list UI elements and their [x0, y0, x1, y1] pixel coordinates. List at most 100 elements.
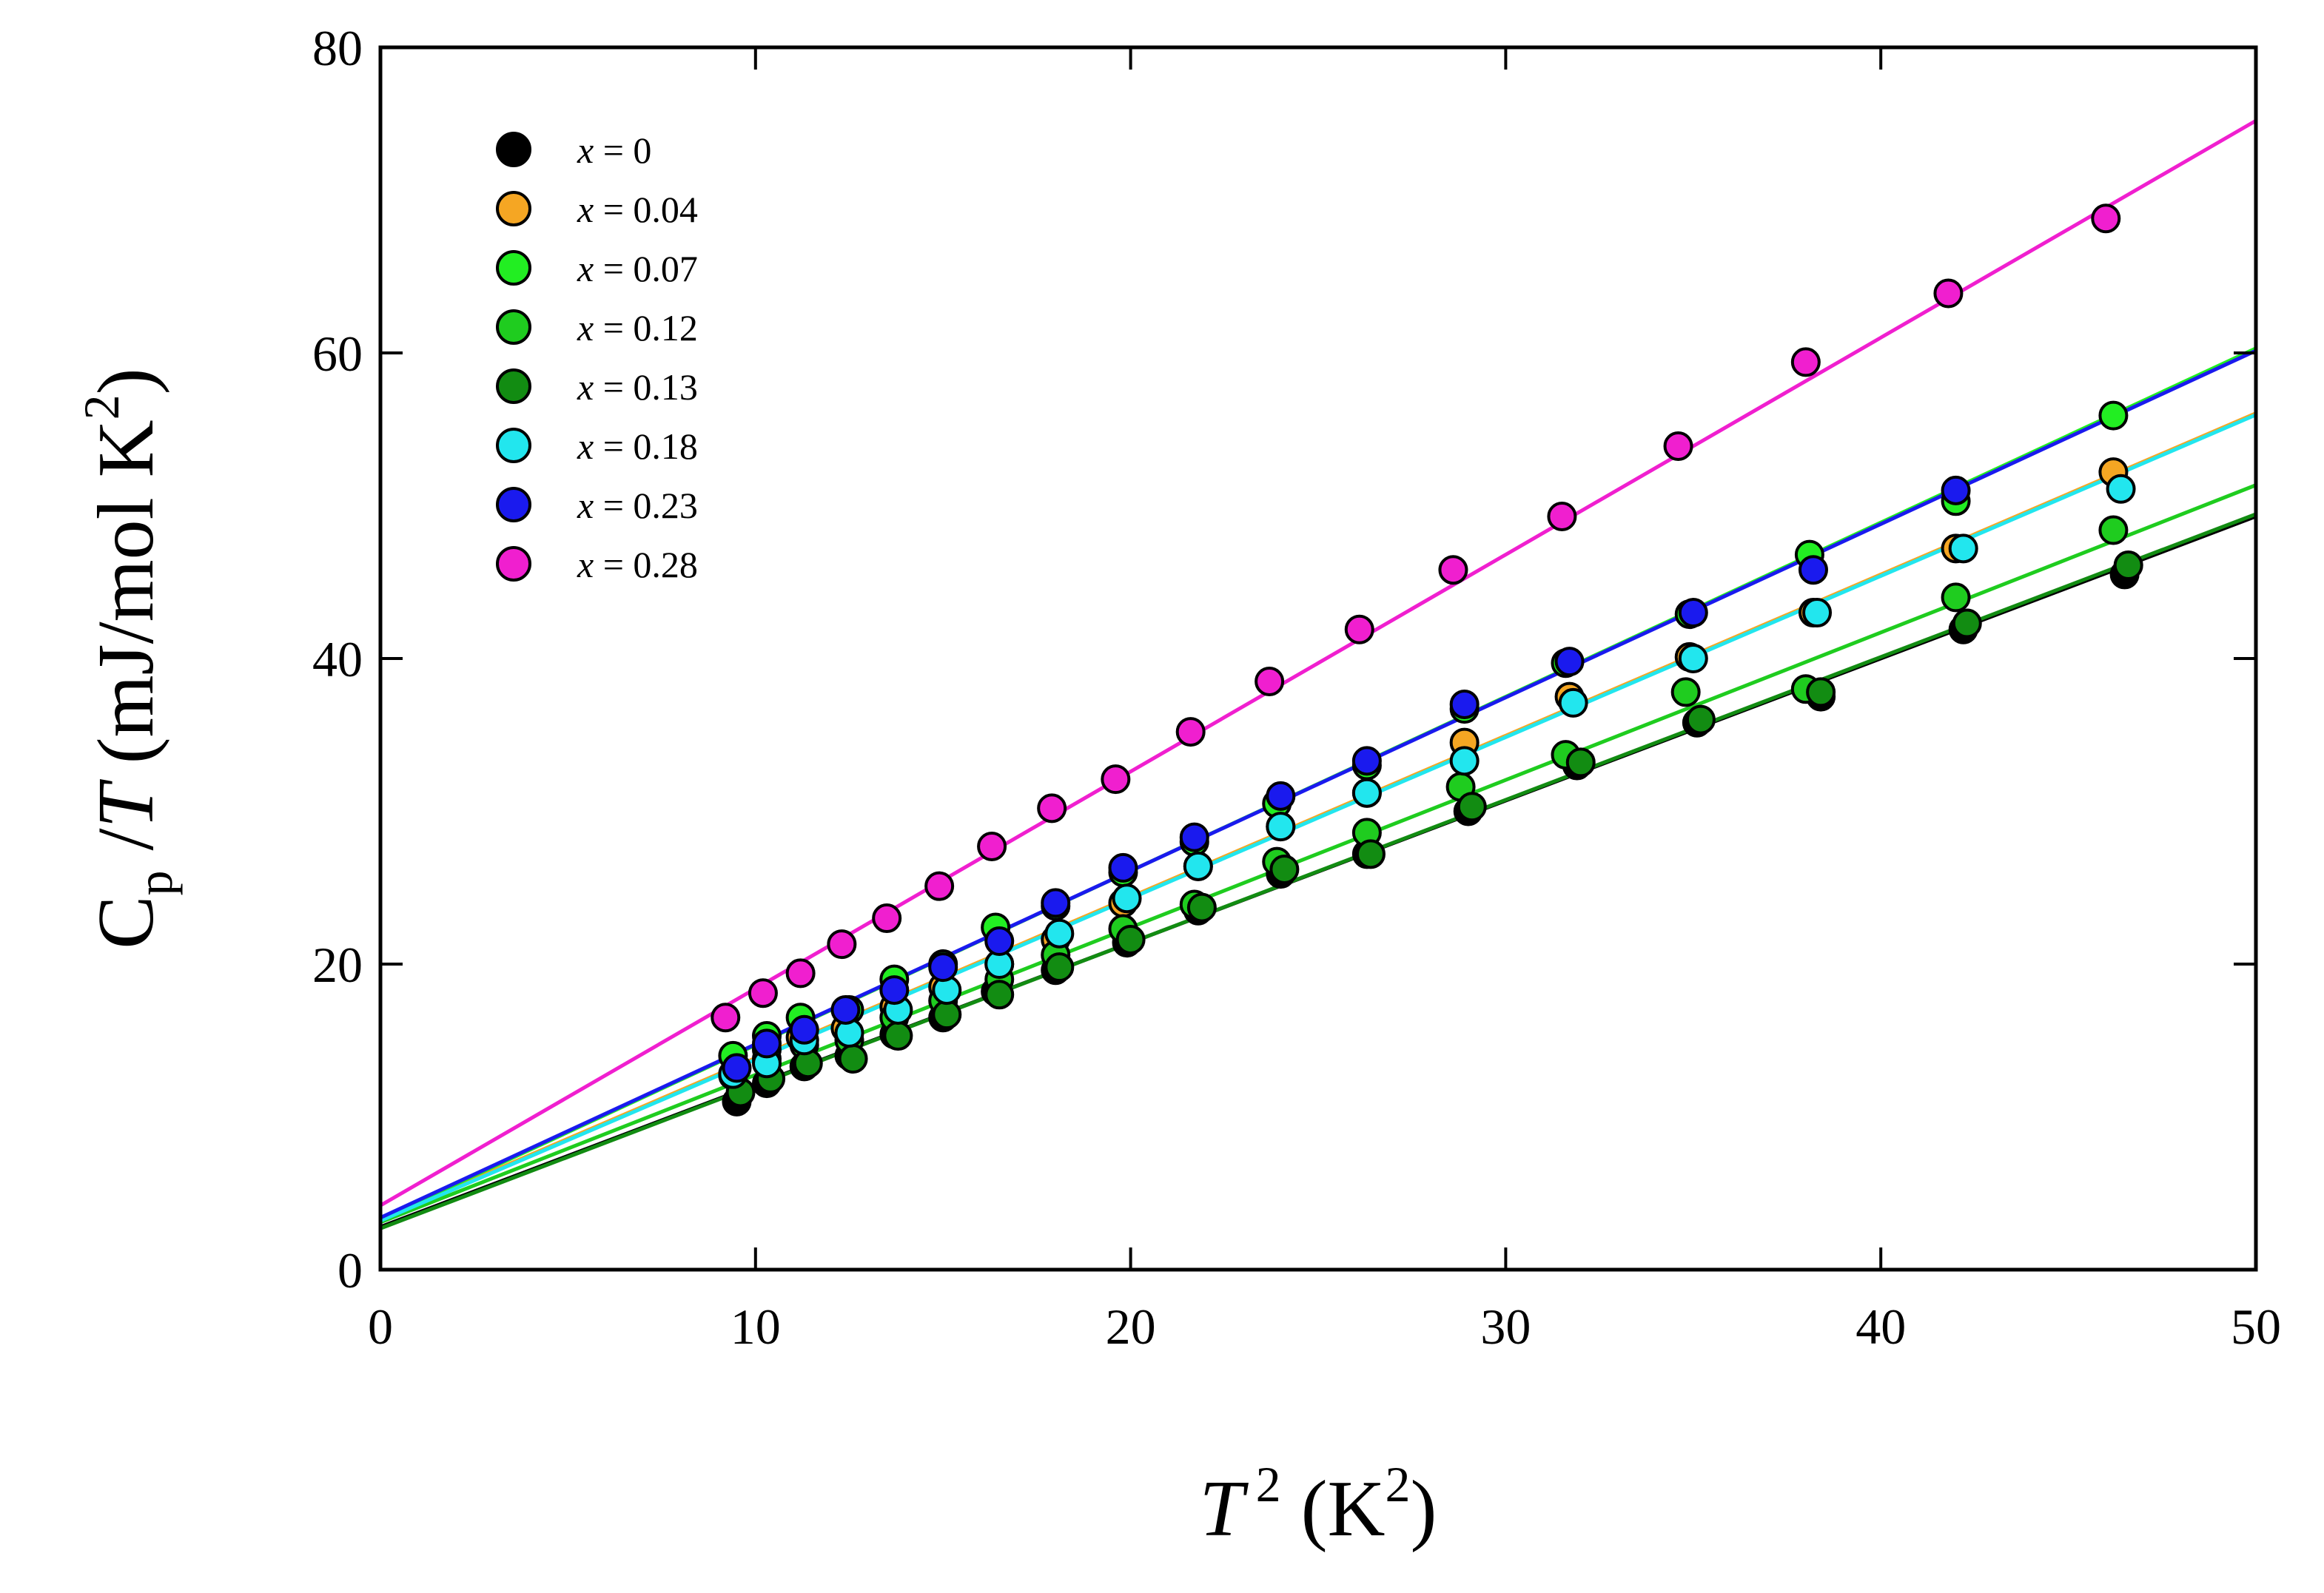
legend: x = 0x = 0.04x = 0.07x = 0.12x = 0.13x =… [496, 129, 698, 585]
y-axis-var: T [82, 779, 170, 829]
point-series-4 [1269, 854, 1300, 884]
point-series-7 [1933, 278, 1964, 309]
legend-var: x [577, 544, 594, 585]
point-series-5 [1678, 644, 1708, 673]
point-series-7 [1790, 347, 1821, 377]
y-axis-title: Cp /T (mJ/mol K2) [73, 368, 183, 949]
legend-var: x [577, 129, 594, 171]
legend-label-series-2: x = 0.07 [577, 248, 698, 289]
data-points [711, 203, 2143, 1117]
x-tick-label: 10 [731, 1299, 781, 1355]
point-series-4 [1044, 952, 1075, 983]
legend-var: x [577, 485, 594, 526]
point-series-6 [928, 952, 958, 983]
legend-marker-series-2 [496, 250, 531, 286]
point-series-7 [1438, 555, 1468, 585]
y-axis-sep: / [82, 829, 170, 871]
point-series-7 [711, 1003, 741, 1033]
point-series-5 [1044, 918, 1075, 949]
legend-marker-series-1 [496, 191, 531, 226]
point-series-3 [1670, 677, 1701, 707]
point-series-6 [1179, 822, 1209, 852]
point-series-6 [1351, 746, 1382, 776]
point-series-7 [872, 903, 902, 934]
legend-marker-series-3 [496, 309, 531, 345]
legend-var: x [577, 248, 594, 289]
point-series-4 [984, 980, 1015, 1010]
legend-label-series-3: x = 0.12 [577, 307, 698, 348]
point-series-4 [1806, 677, 1836, 707]
y-axis-unit-close: ) [82, 368, 170, 394]
point-series-4 [2113, 550, 2143, 581]
point-series-7 [748, 978, 778, 1008]
point-series-4 [932, 1000, 962, 1030]
point-series-7 [1037, 793, 1067, 824]
legend-marker-series-6 [496, 487, 531, 522]
legend-value: = 0.13 [594, 366, 698, 408]
point-series-5 [1449, 746, 1480, 776]
legend-value: = 0.18 [594, 425, 698, 467]
point-series-5 [2106, 474, 2136, 504]
legend-value: = 0 [594, 129, 651, 171]
legend-label-series-7: x = 0.28 [577, 544, 698, 585]
fit-line-series-3 [380, 483, 2257, 1225]
legend-value: = 0.12 [594, 307, 698, 348]
point-series-7 [977, 831, 1007, 861]
point-series-7 [924, 871, 955, 901]
y-axis-sub: p [127, 871, 183, 896]
point-series-5 [1802, 598, 1833, 628]
point-series-4 [1685, 704, 1716, 735]
x-axis-unit-sup: 2 [1386, 1456, 1411, 1512]
legend-value: = 0.28 [594, 544, 698, 585]
point-series-7 [827, 929, 857, 960]
point-series-7 [1175, 717, 1206, 747]
legend-value: = 0.04 [594, 189, 698, 230]
fit-lines [379, 118, 2257, 1230]
point-series-6 [984, 926, 1015, 957]
x-tick-label: 40 [1855, 1299, 1906, 1355]
point-series-4 [1565, 747, 1596, 778]
point-series-7 [2091, 203, 2121, 234]
point-series-6 [830, 994, 861, 1025]
fit-line-series-5 [380, 413, 2257, 1223]
point-series-4 [1186, 892, 1217, 923]
y-tick-label: 20 [312, 937, 363, 993]
point-series-6 [1449, 689, 1480, 719]
point-series-5 [1351, 778, 1382, 808]
x-tick-label: 20 [1106, 1299, 1156, 1355]
point-series-6 [1041, 888, 1071, 918]
legend-label-series-5: x = 0.18 [577, 425, 698, 467]
point-series-6 [1108, 852, 1138, 883]
point-series-2 [2098, 400, 2129, 431]
legend-marker-series-7 [496, 546, 531, 582]
point-series-7 [1101, 764, 1131, 795]
legend-label-series-1: x = 0.04 [577, 189, 698, 230]
point-series-6 [879, 975, 910, 1006]
point-series-7 [1663, 431, 1693, 461]
y-tick-label: 40 [312, 631, 363, 687]
point-series-6 [1554, 647, 1585, 677]
point-series-6 [1941, 475, 1971, 505]
x-axis-var-sup: 2 [1256, 1456, 1281, 1512]
point-series-5 [1558, 687, 1588, 718]
legend-marker-series-0 [496, 132, 531, 167]
point-series-5 [1183, 851, 1213, 881]
legend-label-series-4: x = 0.13 [577, 366, 698, 408]
point-series-4 [1457, 792, 1487, 822]
point-series-4 [883, 1021, 913, 1051]
y-axis-unit-open: (mJ/mol K [82, 420, 170, 784]
legend-marker-series-5 [496, 428, 531, 463]
point-series-5 [1948, 533, 1978, 564]
point-series-5 [1112, 883, 1142, 914]
fit-line-series-6 [379, 348, 2257, 1220]
legend-label-series-0: x = 0 [577, 129, 651, 171]
point-series-3 [2098, 515, 2129, 545]
point-series-4 [838, 1044, 868, 1074]
legend-value: = 0.07 [594, 248, 698, 289]
point-series-3 [1941, 582, 1971, 613]
point-series-4 [1355, 839, 1386, 869]
legend-var: x [577, 425, 594, 467]
x-axis-unit-open: (K [1281, 1465, 1386, 1553]
